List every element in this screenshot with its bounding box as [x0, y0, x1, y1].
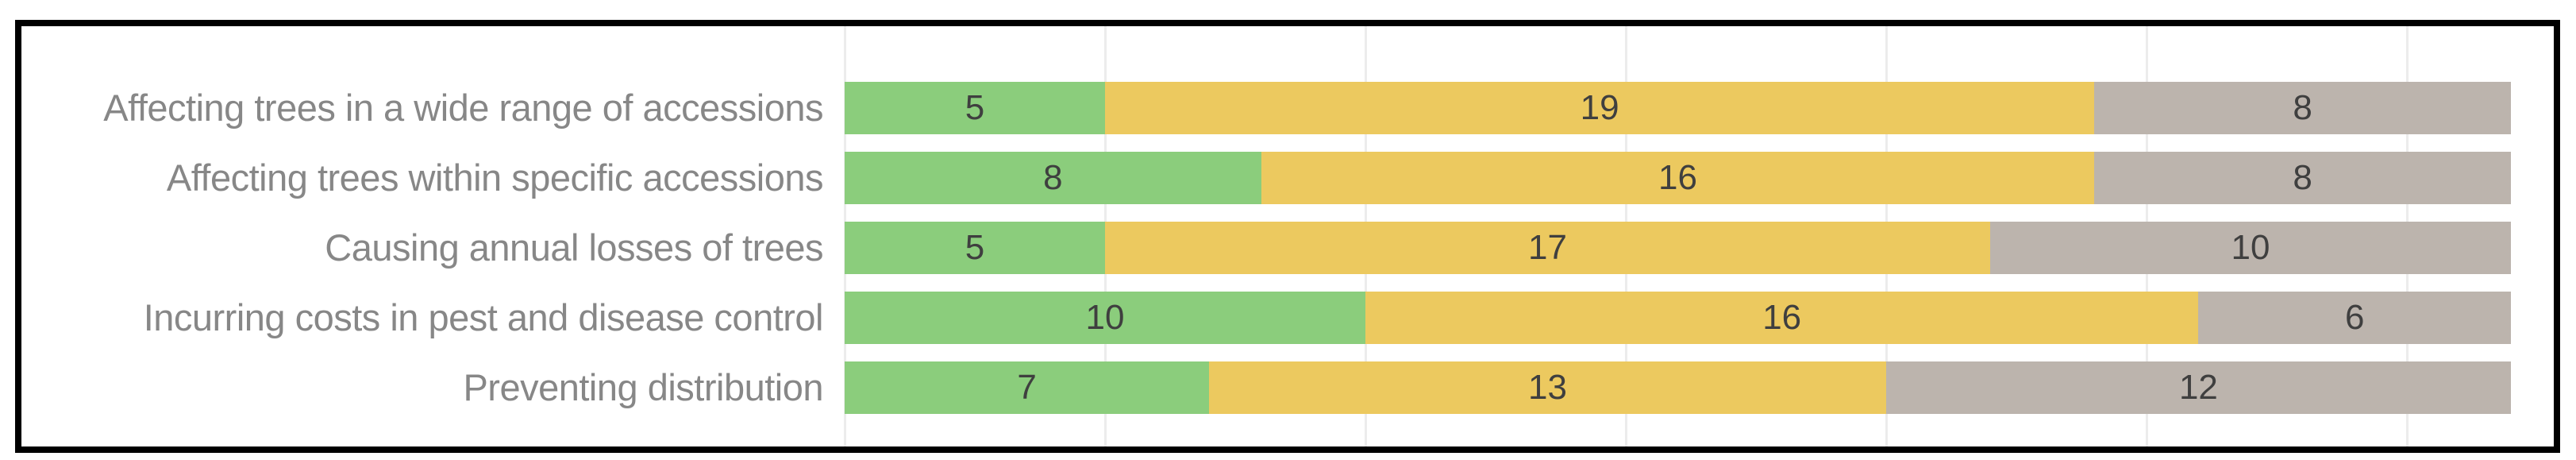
segment-value-label: 19 [1580, 88, 1619, 127]
bar-segment-green[interactable]: 5 [845, 82, 1105, 134]
bar-row: Incurring costs in pest and disease cont… [21, 292, 2554, 344]
bar-row: Causing annual losses of trees 5 17 10 [21, 222, 2554, 274]
bar-track: 5 17 10 [845, 222, 2511, 274]
category-label: Affecting trees within specific accessio… [166, 157, 824, 199]
bar-row: Affecting trees within specific accessio… [21, 152, 2554, 204]
category-label: Incurring costs in pest and disease cont… [143, 296, 824, 338]
category-label: Affecting trees in a wide range of acces… [103, 87, 823, 129]
bar-segment-yellow[interactable]: 13 [1209, 361, 1886, 414]
bar-track: 5 19 8 [845, 82, 2511, 134]
segment-value-label: 8 [1043, 158, 1063, 197]
bar-segment-yellow[interactable]: 16 [1261, 152, 2095, 204]
segment-value-label: 10 [2231, 228, 2270, 267]
bar-segment-gray[interactable]: 6 [2198, 292, 2511, 344]
bar-track: 8 16 8 [845, 152, 2511, 204]
bar-segment-yellow[interactable]: 19 [1104, 82, 2095, 134]
bar-segment-green[interactable]: 5 [845, 222, 1105, 274]
segment-value-label: 7 [1017, 368, 1037, 407]
segment-value-label: 16 [1658, 158, 1697, 197]
segment-value-label: 12 [2178, 368, 2218, 407]
segment-value-label: 6 [2344, 298, 2365, 337]
segment-value-label: 5 [965, 88, 985, 127]
category-label: Preventing distribution [463, 366, 823, 408]
bar-track: 7 13 12 [845, 361, 2511, 414]
segment-value-label: 8 [2293, 158, 2312, 197]
bar-segment-green[interactable]: 8 [845, 152, 1261, 204]
bar-segment-green[interactable]: 10 [845, 292, 1365, 344]
bar-segment-yellow[interactable]: 16 [1365, 292, 2199, 344]
bar-row: Preventing distribution 7 13 12 [21, 361, 2554, 414]
segment-value-label: 17 [1528, 228, 1567, 267]
bar-segment-gray[interactable]: 12 [1885, 361, 2511, 414]
bar-segment-yellow[interactable]: 17 [1104, 222, 1991, 274]
segment-value-label: 13 [1528, 368, 1567, 407]
bar-row: Affecting trees in a wide range of acces… [21, 82, 2554, 134]
segment-value-label: 10 [1085, 298, 1125, 337]
segment-value-label: 16 [1762, 298, 1802, 337]
segment-value-label: 8 [2293, 88, 2312, 127]
bar-segment-gray[interactable]: 8 [2094, 82, 2511, 134]
bar-segment-gray[interactable]: 10 [1990, 222, 2511, 274]
figure-frame: Affecting trees in a wide range of acces… [15, 20, 2560, 453]
stacked-bar-chart: Affecting trees in a wide range of acces… [21, 26, 2554, 446]
bar-track: 10 16 6 [845, 292, 2511, 344]
segment-value-label: 5 [965, 228, 985, 267]
category-label: Causing annual losses of trees [325, 226, 823, 269]
bar-segment-gray[interactable]: 8 [2094, 152, 2511, 204]
bar-segment-green[interactable]: 7 [845, 361, 1210, 414]
